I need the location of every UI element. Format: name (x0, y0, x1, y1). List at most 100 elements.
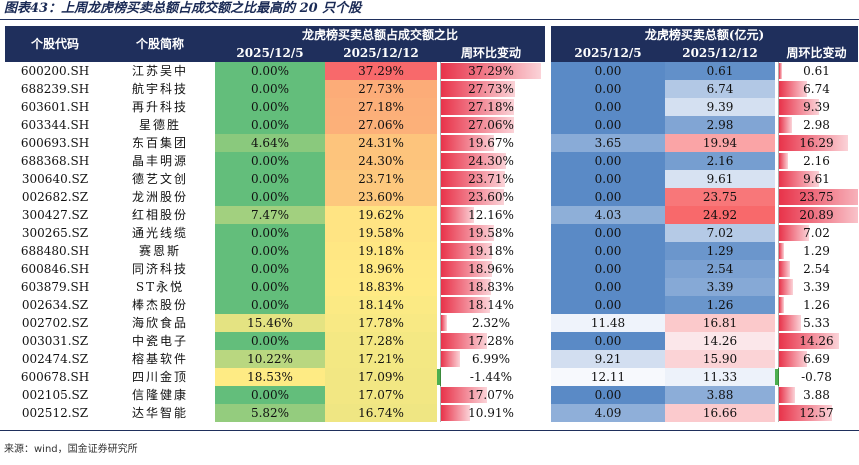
cell-amount-d1: 9.21 (551, 350, 665, 368)
cell-value: 19.18% (468, 244, 514, 258)
cell-value: 10.91% (468, 406, 514, 420)
zero-axis (440, 188, 441, 206)
zero-axis (440, 332, 441, 350)
header-code: 个股代码 (5, 26, 105, 62)
cell-code: 688368.SH (20, 154, 90, 168)
cell-ratio-d1: 0.00% (215, 170, 325, 188)
title-rule (0, 19, 859, 20)
cell-name: 信隆健康 (131, 388, 188, 402)
cell-value: 2.98 (803, 118, 830, 132)
cell-code: 600200.SH (20, 64, 90, 78)
data-bar (441, 315, 448, 331)
cell-ratio-d2: 27.06% (325, 116, 437, 134)
cell-ratio-chg: 12.16% (437, 206, 545, 224)
cell-code: 300427.SZ (21, 208, 89, 222)
cell-value: 27.73% (468, 82, 514, 96)
table-row: 600200.SH 江苏吴中 0.00% 37.29% 37.29% 0.00 0.61 0.… (5, 62, 858, 80)
cell-value: 1.26 (803, 298, 830, 312)
header-group-ratio: 龙虎榜买卖总额占成交额之比 (215, 26, 545, 44)
cell-ratio-d2: 18.14% (325, 296, 437, 314)
table-row: 300265.SZ 通光线缆 0.00% 19.58% 19.58% 0.00 7.02 7.… (5, 224, 858, 242)
cell-ratio-d1: 0.00% (215, 224, 325, 242)
cell-ratio-d2: 37.29% (325, 62, 437, 80)
cell-ratio-d1: 0.00% (215, 242, 325, 260)
cell-name: 航宇科技 (131, 82, 188, 96)
cell-ratio-d2: 17.28% (325, 332, 437, 350)
cell-ratio-chg: 24.30% (437, 152, 545, 170)
cell-name: 达华智能 (131, 406, 188, 420)
cell-amount-d1: 4.09 (551, 404, 665, 422)
cell-amount-d1: 4.03 (551, 206, 665, 224)
cell-value: 19.58% (468, 226, 514, 240)
zero-axis (778, 314, 779, 332)
table-row: 002105.SZ 信隆健康 0.00% 17.07% 17.07% 0.00 3.88 3.… (5, 386, 858, 404)
zero-axis (440, 98, 441, 116)
cell-amount-d2: 2.54 (665, 260, 775, 278)
cell-ratio-d2: 19.18% (325, 242, 437, 260)
cell-ratio-d1: 15.46% (215, 314, 325, 332)
cell-ratio-d1: 5.82% (215, 404, 325, 422)
cell-amount-d1: 0.00 (551, 80, 665, 98)
zero-axis (440, 62, 441, 80)
cell-ratio-chg: 17.07% (437, 386, 545, 404)
cell-amount-chg: 2.54 (775, 260, 858, 278)
cell-value: 18.96% (468, 262, 514, 276)
data-bar (779, 81, 808, 97)
cell-value: -0.78 (801, 370, 832, 384)
zero-axis (440, 224, 441, 242)
cell-value: 19.67% (468, 136, 514, 150)
cell-value: 5.33 (803, 316, 830, 330)
zero-axis (440, 386, 441, 404)
zero-axis (440, 170, 441, 188)
data-bar (779, 297, 785, 313)
cell-ratio-d2: 24.31% (325, 134, 437, 152)
cell-amount-d2: 16.81 (665, 314, 775, 332)
cell-name: 再升科技 (131, 100, 188, 114)
zero-axis (778, 62, 779, 80)
cell-amount-chg: 3.39 (775, 278, 858, 296)
cell-code: 002474.SZ (21, 352, 89, 366)
cell-amount-d1: 0.00 (551, 278, 665, 296)
cell-amount-d1: 0.00 (551, 296, 665, 314)
cell-value: 18.83% (468, 280, 514, 294)
zero-axis (440, 260, 441, 278)
data-bar (441, 225, 494, 241)
data-bar (779, 207, 858, 223)
cell-code: 002634.SZ (21, 298, 89, 312)
zero-axis (778, 332, 779, 350)
cell-value: 27.18% (468, 100, 514, 114)
cell-value: 24.30% (468, 154, 514, 168)
header-ratio-d1: 2025/12/5 (215, 44, 325, 62)
bottom-rule (0, 430, 859, 431)
cell-name: 红相股份 (131, 208, 188, 222)
cell-amount-chg: 2.16 (775, 152, 858, 170)
cell-amount-chg: 9.61 (775, 170, 858, 188)
data-bar (779, 99, 819, 115)
cell-name: 海欣食品 (131, 316, 188, 330)
cell-ratio-d2: 23.71% (325, 170, 437, 188)
cell-ratio-d1: 0.00% (215, 188, 325, 206)
cell-amount-d2: 24.92 (665, 206, 775, 224)
cell-amount-d1: 11.48 (551, 314, 665, 332)
cell-code: 603344.SH (20, 118, 90, 132)
zero-axis (778, 116, 779, 134)
zero-axis (440, 278, 441, 296)
data-bar (441, 81, 516, 97)
cell-value: 3.39 (803, 280, 830, 294)
zero-axis (440, 152, 441, 170)
data-bar (779, 387, 796, 403)
cell-name: 中瓷电子 (131, 334, 188, 348)
zero-axis (778, 224, 779, 242)
table-row: 600678.SH 四川金顶 18.53% 17.09% -1.44% 12.11 11.3… (5, 368, 858, 386)
zero-axis (778, 188, 779, 206)
table-row: 603601.SH 再升科技 0.00% 27.18% 27.18% 0.00 9.39 9.… (5, 98, 858, 116)
zero-axis (440, 80, 441, 98)
data-bar (441, 207, 474, 223)
data-bar (779, 243, 785, 259)
zero-axis (440, 404, 441, 422)
cell-value: 17.28% (468, 334, 514, 348)
cell-amount-chg: 6.69 (775, 350, 858, 368)
cell-amount-chg: 1.29 (775, 242, 858, 260)
cell-value: 2.16 (803, 154, 830, 168)
zero-axis (440, 350, 441, 368)
